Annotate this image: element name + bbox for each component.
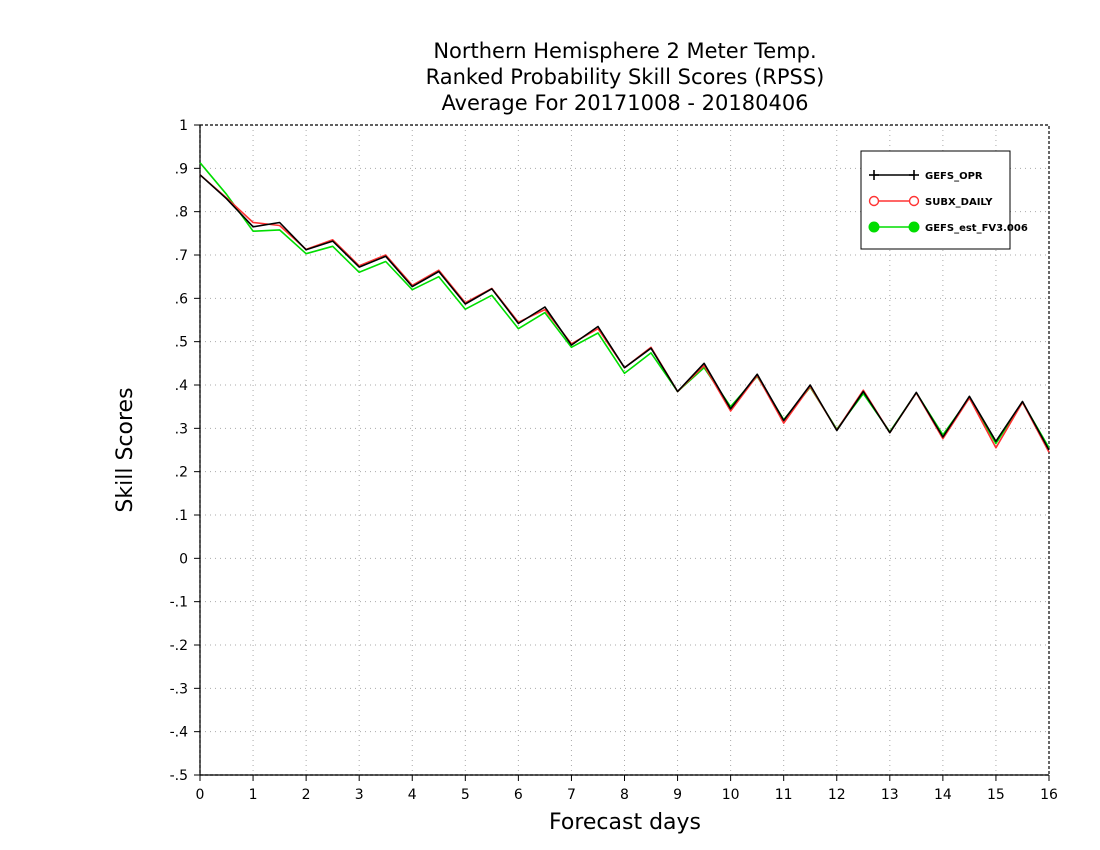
y-axis-label: Skill Scores [113, 387, 138, 513]
x-tick-label: 11 [775, 787, 793, 803]
legend-label: GEFS_OPR [925, 171, 983, 182]
chart-title-line-2: Ranked Probability Skill Scores (RPSS) [425, 65, 825, 89]
y-tick-label: -.2 [170, 638, 188, 654]
x-tick-label: 6 [514, 787, 523, 803]
x-tick-label: 14 [934, 787, 952, 803]
x-tick-label: 7 [567, 787, 576, 803]
y-tick-label: .5 [175, 335, 188, 351]
y-tick-label: .1 [175, 508, 188, 524]
y-tick-label: .2 [175, 465, 188, 481]
y-tick-label: .6 [175, 291, 188, 307]
x-tick-label: 9 [673, 787, 682, 803]
x-tick-label: 0 [196, 787, 205, 803]
y-tick-label: .9 [175, 161, 188, 177]
x-tick-label: 10 [722, 787, 740, 803]
y-tick-label: .7 [175, 248, 188, 264]
chart-title-line-1: Northern Hemisphere 2 Meter Temp. [433, 39, 817, 63]
y-tick-label: .4 [175, 378, 188, 394]
x-tick-label: 8 [620, 787, 629, 803]
x-tick-label: 12 [828, 787, 846, 803]
x-tick-label: 1 [249, 787, 258, 803]
series-line-gefs-opr [199, 174, 1050, 451]
legend-filled-circle-marker [868, 221, 880, 233]
x-tick-label: 13 [881, 787, 899, 803]
y-tick-label: -.3 [170, 681, 188, 697]
x-tick-label: 3 [355, 787, 364, 803]
x-tick-label: 5 [461, 787, 470, 803]
legend-open-circle-marker [908, 195, 920, 207]
y-tick-label: -.1 [170, 595, 188, 611]
y-tick-label: 1 [179, 118, 188, 134]
x-axis-label: Forecast days [548, 810, 701, 835]
x-tick-label: 15 [987, 787, 1005, 803]
y-tick-label: 0 [179, 551, 188, 567]
y-tick-label: .3 [175, 421, 188, 437]
legend-box [860, 150, 1011, 250]
legend-open-circle-marker [868, 195, 880, 207]
y-tick-label: -.4 [170, 725, 189, 741]
legend-label: SUBX_DAILY [925, 197, 993, 208]
legend-label: GEFS_est_FV3.006 [925, 223, 1028, 234]
y-tick-label: .8 [175, 205, 188, 221]
x-tick-label: 4 [408, 787, 417, 803]
y-tick-label: -.5 [170, 768, 188, 784]
x-tick-label: 16 [1040, 787, 1058, 803]
chart-title-line-3: Average For 20171008 - 20180406 [441, 91, 809, 115]
legend-filled-circle-marker [908, 221, 920, 233]
x-tick-label: 2 [302, 787, 311, 803]
